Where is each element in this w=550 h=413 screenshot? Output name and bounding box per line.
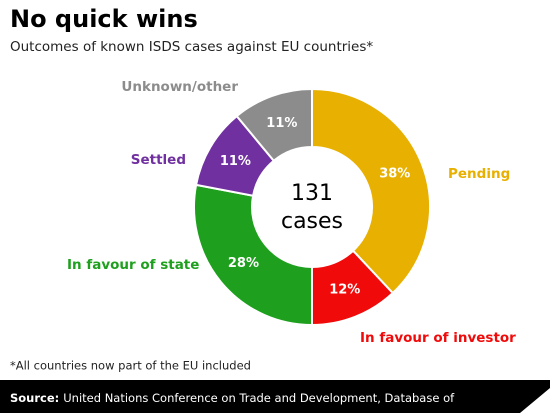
donut-segment [235, 87, 313, 163]
logo [520, 388, 550, 413]
source-label: Source: [10, 391, 59, 405]
value-label: 11% [220, 154, 251, 169]
footnote: *All countries now part of the EU includ… [10, 359, 251, 373]
category-label: In favour of investor [360, 330, 516, 346]
value-label: 11% [266, 116, 297, 131]
center-number: 131 [291, 181, 333, 206]
source: Source: United Nations Conference on Trad… [10, 391, 455, 405]
category-label: In favour of state [67, 257, 199, 273]
center-label: cases [281, 209, 343, 234]
category-label: Settled [131, 152, 186, 168]
source-bar [0, 380, 550, 413]
value-label: 28% [228, 256, 259, 271]
chart-title: No quick wins [10, 5, 198, 33]
category-label: Pending [448, 166, 510, 182]
source-text: United Nations Conference on Trade and D… [63, 391, 455, 405]
category-label: Unknown/other [121, 79, 238, 95]
donut-segment [311, 87, 431, 295]
donut-segment [193, 183, 313, 327]
value-label: 12% [329, 282, 360, 297]
chart-subtitle: Outcomes of known ISDS cases against EU … [10, 39, 373, 55]
value-label: 38% [379, 167, 410, 182]
